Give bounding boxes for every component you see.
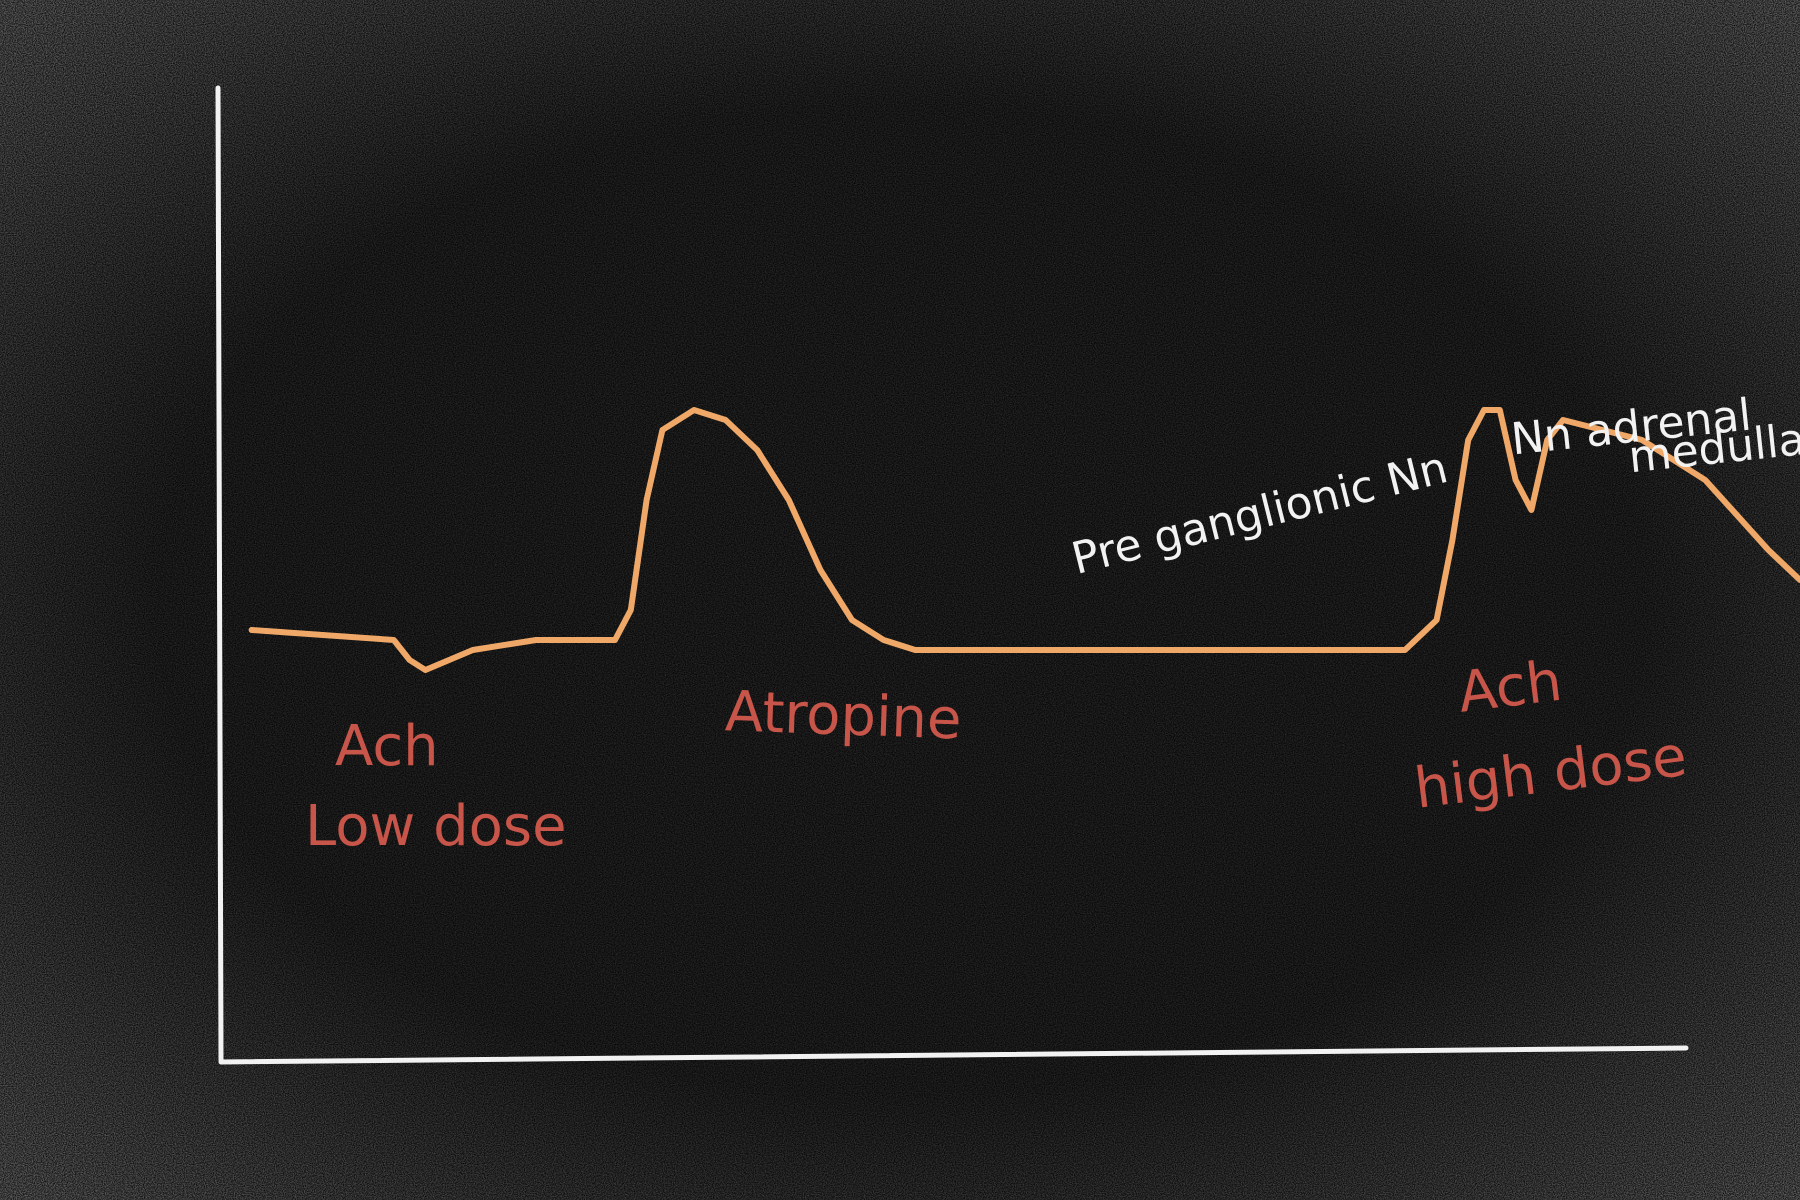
- response-trace: [248, 407, 1800, 673]
- ach-low-line-2: Low dose: [305, 794, 567, 859]
- atropine-label: Atropine: [724, 679, 963, 752]
- atropine-line-1: Atropine: [724, 679, 963, 752]
- ach-low-line-1: Ach: [335, 714, 439, 779]
- ach-high-line-1: Ach: [1455, 649, 1566, 726]
- ach-low-dose-label: Ach Low dose: [305, 714, 567, 859]
- y-axis: [215, 85, 224, 1063]
- x-axis: [218, 1045, 1689, 1065]
